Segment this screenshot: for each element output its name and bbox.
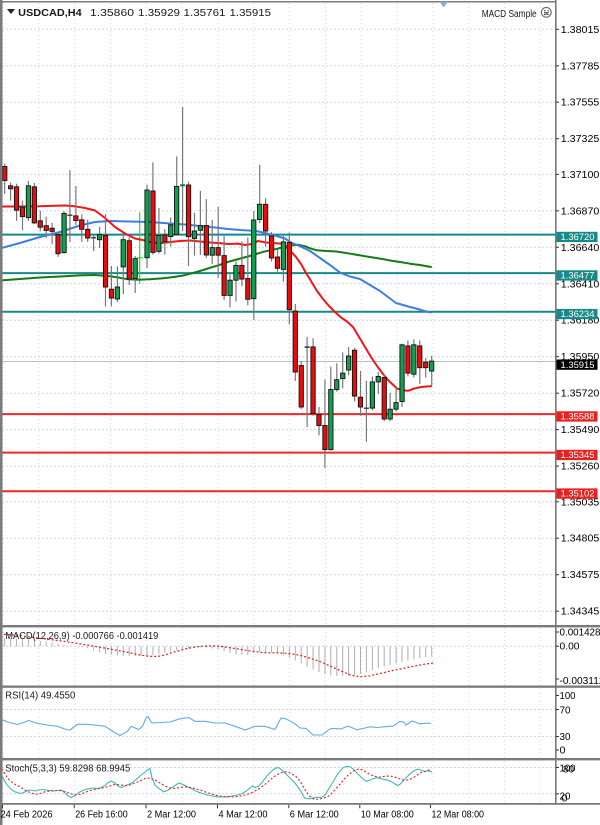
svg-text:0: 0 — [562, 793, 568, 804]
svg-text:70: 70 — [560, 706, 571, 717]
svg-text:1.38015: 1.38015 — [561, 25, 600, 36]
svg-text:1.35929: 1.35929 — [138, 8, 180, 19]
svg-text:1.35720: 1.35720 — [561, 389, 600, 400]
svg-text:1.36410: 1.36410 — [561, 279, 600, 290]
svg-text:2 Mar 12:00: 2 Mar 12:00 — [147, 810, 196, 821]
svg-text:100: 100 — [560, 691, 576, 702]
svg-text:MACD Sample: MACD Sample — [482, 9, 537, 20]
svg-text:1.35490: 1.35490 — [561, 425, 600, 436]
svg-text:1.35915: 1.35915 — [230, 8, 272, 19]
svg-text:1.35761: 1.35761 — [184, 8, 226, 19]
svg-text:0: 0 — [560, 746, 566, 757]
svg-text:1.34345: 1.34345 — [561, 607, 600, 618]
svg-text:1.35260: 1.35260 — [561, 462, 600, 473]
svg-text:1.35035: 1.35035 — [561, 497, 600, 508]
svg-text:1.34575: 1.34575 — [561, 570, 600, 581]
svg-text:RSI(14) 49.4550: RSI(14) 49.4550 — [5, 691, 75, 702]
svg-text:10 Mar 08:00: 10 Mar 08:00 — [361, 810, 414, 821]
svg-text:1.37785: 1.37785 — [561, 61, 600, 72]
svg-text:4 Mar 12:00: 4 Mar 12:00 — [219, 810, 268, 821]
svg-text:1.36870: 1.36870 — [561, 206, 600, 217]
svg-text:100: 100 — [560, 764, 576, 775]
svg-text:30: 30 — [560, 732, 571, 743]
svg-text:1.36720: 1.36720 — [561, 232, 595, 243]
svg-text:1.37555: 1.37555 — [561, 98, 600, 109]
svg-text:MACD(12,26,9) -0.000766 -0.001: MACD(12,26,9) -0.000766 -0.001419 — [5, 631, 158, 642]
svg-text:1.36234: 1.36234 — [561, 309, 595, 320]
svg-text:12 Mar 08:00: 12 Mar 08:00 — [432, 810, 485, 821]
svg-text:24 Feb 2026: 24 Feb 2026 — [1, 810, 53, 821]
svg-text:80: 80 — [563, 765, 574, 776]
svg-text:26 Feb 16:00: 26 Feb 16:00 — [75, 810, 128, 821]
svg-text:1.37100: 1.37100 — [561, 170, 600, 181]
svg-text:1.35588: 1.35588 — [561, 412, 595, 423]
svg-text:1.36477: 1.36477 — [561, 271, 595, 282]
svg-text:1.35860: 1.35860 — [90, 8, 135, 19]
svg-text:1.35915: 1.35915 — [561, 360, 595, 371]
svg-text:20: 20 — [560, 791, 571, 802]
svg-text:1.34805: 1.34805 — [561, 534, 600, 545]
svg-text:0.001428: 0.001428 — [560, 628, 600, 639]
svg-text:1.35102: 1.35102 — [561, 489, 595, 500]
svg-text:USDCAD,H4: USDCAD,H4 — [18, 8, 82, 19]
svg-text:1.37325: 1.37325 — [561, 134, 600, 145]
svg-text:1.35950: 1.35950 — [561, 352, 600, 363]
svg-text:Stoch(5,3,3) 59.8298 68.9945: Stoch(5,3,3) 59.8298 68.9945 — [5, 763, 130, 774]
svg-text:1.35345: 1.35345 — [561, 450, 595, 461]
svg-text:-0.003112: -0.003112 — [560, 676, 600, 687]
svg-text:1.36640: 1.36640 — [561, 243, 600, 254]
svg-text:1.36180: 1.36180 — [561, 316, 600, 327]
svg-text:6 Mar 12:00: 6 Mar 12:00 — [290, 810, 339, 821]
svg-text:0.00: 0.00 — [560, 642, 580, 653]
